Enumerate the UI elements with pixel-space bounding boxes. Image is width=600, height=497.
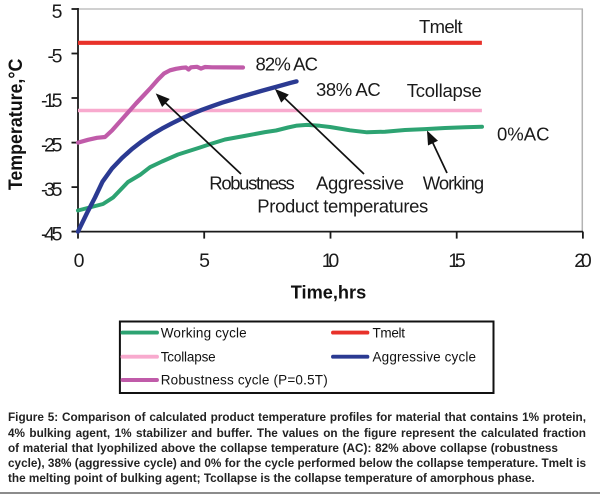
svg-text:Tmelt: Tmelt: [373, 325, 406, 340]
svg-text:Working cycle: Working cycle: [161, 325, 247, 340]
svg-text:-45: -45: [41, 223, 63, 245]
svg-text:10: 10: [322, 250, 340, 272]
svg-text:Tmelt: Tmelt: [419, 16, 463, 37]
svg-text:5: 5: [199, 250, 210, 272]
svg-text:Tcollapse: Tcollapse: [161, 349, 216, 364]
svg-text:Time,hrs: Time,hrs: [291, 282, 367, 302]
svg-text:20: 20: [574, 250, 592, 272]
svg-text:-15: -15: [41, 90, 63, 112]
svg-text:Product temperatures: Product temperatures: [257, 196, 428, 217]
svg-text:-5: -5: [48, 45, 63, 67]
svg-text:0%AC: 0%AC: [497, 124, 549, 145]
svg-text:38% AC: 38% AC: [316, 79, 381, 100]
svg-text:0: 0: [74, 250, 85, 272]
svg-text:5: 5: [52, 1, 63, 23]
svg-text:15: 15: [448, 250, 466, 272]
svg-text:82% AC: 82% AC: [256, 54, 319, 75]
svg-text:-35: -35: [41, 179, 63, 201]
svg-text:Robustness: Robustness: [209, 173, 294, 194]
svg-text:Robustness cycle (P=0.5T): Robustness cycle (P=0.5T): [161, 373, 328, 388]
svg-text:Aggressive cycle: Aggressive cycle: [373, 349, 477, 364]
svg-text:Working: Working: [423, 173, 485, 194]
svg-text:Temperature,°C: Temperature,°C: [6, 58, 27, 190]
svg-text:Tcollapse: Tcollapse: [407, 80, 482, 101]
svg-text:-25: -25: [41, 134, 63, 156]
svg-text:Aggressive: Aggressive: [316, 173, 404, 194]
